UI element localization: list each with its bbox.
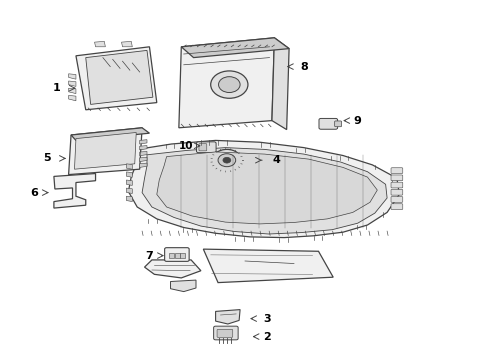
FancyBboxPatch shape (391, 182, 403, 188)
FancyBboxPatch shape (335, 121, 342, 127)
Polygon shape (74, 132, 136, 169)
Polygon shape (145, 260, 201, 278)
Circle shape (223, 157, 231, 163)
Circle shape (212, 149, 242, 171)
Polygon shape (95, 41, 105, 47)
Polygon shape (140, 140, 147, 144)
Polygon shape (179, 38, 274, 128)
Polygon shape (181, 38, 289, 58)
Polygon shape (157, 152, 377, 224)
Circle shape (211, 71, 248, 98)
Text: 9: 9 (354, 116, 362, 126)
Polygon shape (126, 196, 132, 202)
Polygon shape (140, 152, 147, 156)
Polygon shape (71, 128, 149, 140)
Polygon shape (128, 140, 399, 238)
Text: 2: 2 (263, 332, 271, 342)
Text: 3: 3 (263, 314, 271, 324)
Polygon shape (122, 41, 132, 47)
Text: 4: 4 (273, 155, 281, 165)
Text: 10: 10 (179, 141, 194, 151)
Polygon shape (126, 164, 132, 169)
FancyBboxPatch shape (391, 175, 403, 181)
FancyBboxPatch shape (391, 204, 403, 210)
Polygon shape (54, 174, 96, 208)
Polygon shape (169, 253, 174, 258)
Text: 5: 5 (43, 153, 50, 163)
Polygon shape (126, 172, 132, 177)
Polygon shape (76, 47, 157, 110)
Polygon shape (180, 253, 185, 258)
Polygon shape (69, 81, 76, 86)
Polygon shape (126, 188, 132, 194)
Circle shape (219, 77, 240, 93)
Polygon shape (140, 163, 147, 167)
FancyBboxPatch shape (165, 248, 189, 261)
Text: 6: 6 (30, 188, 38, 198)
Circle shape (218, 154, 236, 167)
Polygon shape (171, 280, 196, 292)
FancyBboxPatch shape (391, 197, 403, 202)
FancyBboxPatch shape (391, 189, 403, 195)
Text: 1: 1 (52, 83, 60, 93)
Polygon shape (140, 145, 147, 150)
Polygon shape (69, 128, 142, 175)
Polygon shape (203, 249, 333, 283)
Polygon shape (272, 38, 289, 130)
Polygon shape (140, 157, 147, 162)
Polygon shape (69, 88, 76, 94)
Polygon shape (216, 310, 240, 324)
FancyBboxPatch shape (214, 326, 238, 340)
FancyBboxPatch shape (196, 142, 216, 153)
Polygon shape (142, 148, 387, 234)
Polygon shape (69, 95, 76, 101)
FancyBboxPatch shape (217, 329, 233, 337)
Polygon shape (174, 253, 179, 258)
FancyBboxPatch shape (391, 168, 403, 174)
Text: 8: 8 (300, 62, 308, 72)
Text: 7: 7 (146, 251, 153, 261)
Polygon shape (69, 74, 76, 79)
Polygon shape (86, 50, 153, 104)
FancyBboxPatch shape (199, 144, 207, 151)
FancyBboxPatch shape (319, 118, 338, 129)
Polygon shape (126, 180, 132, 185)
